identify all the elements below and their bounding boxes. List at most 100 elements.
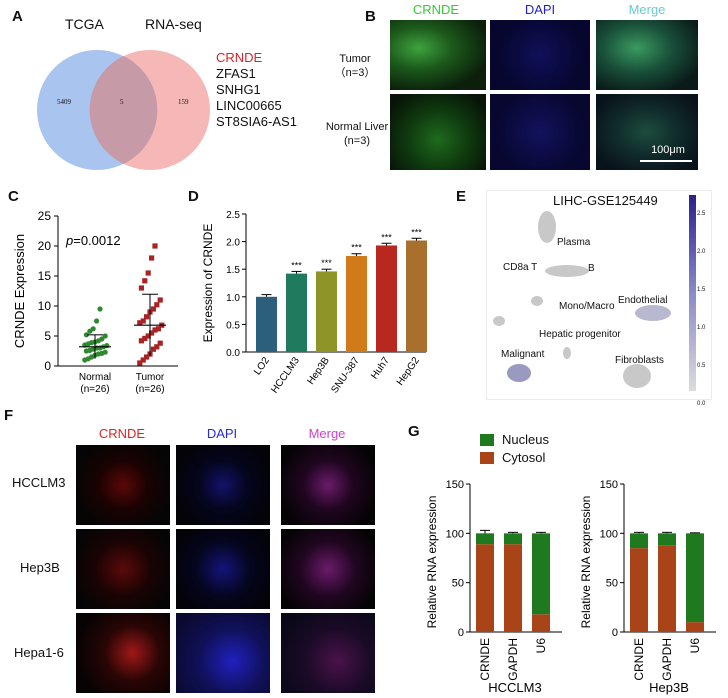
legend-item-nucleus: Nucleus: [480, 432, 549, 447]
cluster-label: CD8a T: [503, 262, 538, 273]
data-point: [145, 333, 151, 339]
data-point: [142, 278, 148, 284]
x-tick-sublabel: (n=26): [80, 384, 109, 395]
scale-bar-label: 100μm: [651, 144, 685, 156]
data-point: [104, 343, 110, 349]
cell-row-label: Hepa1-6: [14, 645, 64, 660]
y-tick-label: 150: [600, 479, 618, 491]
x-tick-label: HepG2: [395, 355, 422, 388]
bar: [406, 240, 427, 352]
x-tick-label: LO2: [252, 355, 272, 377]
y-tick-label: 50: [452, 578, 464, 590]
cluster-blob: [538, 211, 556, 243]
panel-label-d: D: [188, 188, 199, 205]
p-value-annotation: p=0.0012: [65, 233, 121, 248]
venn-set-right-label: RNA-seq: [145, 16, 202, 32]
if-image-tumor-crnde: [390, 20, 486, 90]
cell-image-hep3b-merge: [281, 529, 375, 609]
panel-b: CRNDE DAPI Merge Tumor （n=3） Normal Live…: [300, 0, 728, 185]
panel-c-chart: 0 5 10 15 20 25 CRNDE Expression p=0.0012 Normal…: [12, 209, 178, 395]
y-tick-label: 100: [446, 528, 464, 540]
cell-header-crnde: CRNDE: [98, 426, 146, 441]
cell-image-hep3b-dapi: [176, 529, 270, 609]
significance-label: ***: [291, 260, 302, 270]
x-tick-label: CRNDE: [632, 638, 646, 681]
y-tick-label: 0: [44, 359, 51, 373]
cluster-label: Plasma: [557, 237, 591, 248]
row-label-line: （n=3）: [334, 67, 376, 79]
y-tick-label: 0: [612, 627, 618, 639]
chart-title: Hep3B: [649, 680, 689, 695]
venn-overlap-count: 5: [120, 98, 124, 106]
y-tick-label: 50: [606, 578, 618, 590]
venn-diagram: [37, 50, 210, 170]
colorbar-tick: 2.0: [697, 249, 706, 255]
data-point: [154, 344, 160, 350]
significance-label: ***: [321, 258, 332, 268]
data-point: [102, 349, 108, 355]
data-point: [144, 354, 150, 360]
bar-nucleus: [532, 533, 550, 615]
legend-swatch: [480, 451, 494, 464]
cluster-label: Fibroblasts: [615, 355, 664, 366]
data-point: [157, 340, 163, 346]
gene-item: ST8SIA6-AS1: [216, 114, 297, 129]
y-tick-label: 100: [600, 528, 618, 540]
if-image-tumor-dapi: [490, 20, 590, 90]
y-axis-title: Relative RNA expression: [425, 496, 439, 629]
cell-header-merge: Merge: [308, 426, 346, 441]
cell-image-hcclm3-merge: [281, 445, 375, 525]
gene-list: CRNDE ZFAS1 SNHG1 LINC00665 ST8SIA6-AS1: [216, 50, 297, 130]
cell-image-hcclm3-dapi: [176, 445, 270, 525]
data-point: [144, 314, 150, 320]
x-tick-label: Huh7: [369, 355, 392, 381]
data-point: [137, 360, 143, 366]
cluster-label: B: [588, 263, 595, 274]
data-point: [97, 306, 103, 312]
if-header-dapi: DAPI: [524, 2, 556, 17]
bar-cytosol: [476, 544, 494, 632]
bar-nucleus: [476, 533, 494, 545]
x-tick-label: U6: [534, 638, 548, 654]
bar-cytosol: [532, 614, 550, 632]
y-tick-label: 0.0: [226, 348, 240, 359]
if-image-normal-dapi: [490, 94, 590, 170]
panel-label-f: F: [4, 407, 14, 424]
y-tick-label: 1.5: [226, 265, 240, 276]
bar-nucleus: [504, 533, 522, 545]
cluster-label: Endothelial: [618, 295, 668, 306]
cluster-label: Mono/Macro: [559, 301, 615, 312]
data-point: [150, 346, 156, 352]
data-point: [90, 326, 96, 332]
gene-item: SNHG1: [216, 82, 261, 97]
data-point: [149, 330, 155, 336]
y-tick-label: 10: [38, 299, 52, 313]
gene-item: ZFAS1: [216, 66, 256, 81]
data-point: [83, 332, 89, 338]
y-tick-label: 2.5: [226, 210, 240, 221]
y-tick-label: 0: [458, 627, 464, 639]
gene-item: LINC00665: [216, 98, 282, 113]
bar-cytosol: [658, 545, 676, 632]
if-image-normal-merge: 100μm: [596, 94, 698, 170]
bar-nucleus: [630, 533, 648, 549]
significance-label: ***: [411, 227, 422, 237]
data-point: [152, 327, 158, 333]
if-image-normal-crnde: [390, 94, 486, 170]
colorbar-tick: 2.5: [697, 211, 706, 217]
cluster-blob: [493, 316, 505, 326]
bar-cytosol: [504, 544, 522, 632]
y-tick-label: 150: [446, 479, 464, 491]
bar: [346, 255, 367, 352]
y-axis-title: CRNDE Expression: [12, 234, 27, 348]
x-tick-label: SNU-387: [329, 355, 362, 395]
data-point: [149, 255, 155, 261]
row-label-line: Tumor: [339, 53, 371, 65]
panel-d-chart: 0.0 0.5 1.0 1.5 2.0 2.5 Expression of CRNDE LO2…: [201, 210, 427, 395]
umap-colorbar: [689, 195, 696, 391]
venn-right-count: 159: [178, 98, 189, 106]
legend-swatch: [480, 433, 494, 446]
cell-image-hepa16-crnde: [76, 613, 170, 693]
venn-left-count: 5409: [57, 98, 71, 106]
legend-label: Cytosol: [502, 450, 546, 465]
